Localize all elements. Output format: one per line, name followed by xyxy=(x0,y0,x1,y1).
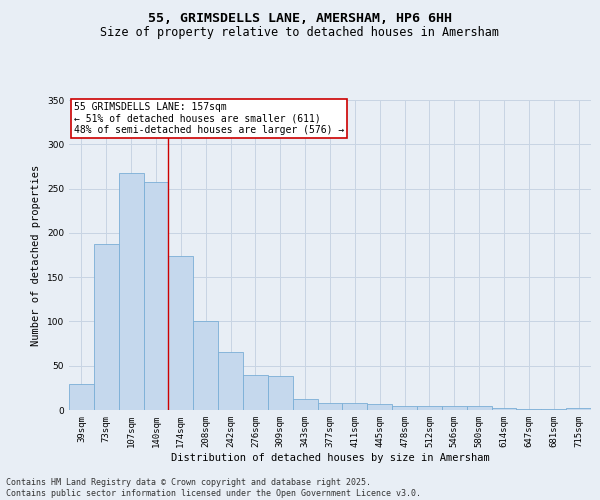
Bar xyxy=(317,403,343,410)
Bar xyxy=(417,406,442,410)
Bar xyxy=(143,182,169,410)
Text: Size of property relative to detached houses in Amersham: Size of property relative to detached ho… xyxy=(101,26,499,39)
Bar xyxy=(566,408,591,410)
Bar xyxy=(517,409,541,410)
Y-axis label: Number of detached properties: Number of detached properties xyxy=(31,164,41,346)
Bar xyxy=(293,400,317,410)
Bar xyxy=(69,384,94,410)
Bar xyxy=(491,408,517,410)
Bar xyxy=(94,244,119,410)
Bar xyxy=(193,322,218,410)
Bar xyxy=(218,352,243,410)
Text: 55, GRIMSDELLS LANE, AMERSHAM, HP6 6HH: 55, GRIMSDELLS LANE, AMERSHAM, HP6 6HH xyxy=(148,12,452,26)
Text: Contains HM Land Registry data © Crown copyright and database right 2025.
Contai: Contains HM Land Registry data © Crown c… xyxy=(6,478,421,498)
Bar xyxy=(169,256,193,410)
Bar xyxy=(541,409,566,410)
Text: 55 GRIMSDELLS LANE: 157sqm
← 51% of detached houses are smaller (611)
48% of sem: 55 GRIMSDELLS LANE: 157sqm ← 51% of deta… xyxy=(74,102,344,134)
Bar xyxy=(467,406,491,410)
Bar xyxy=(442,406,467,410)
Bar xyxy=(243,374,268,410)
X-axis label: Distribution of detached houses by size in Amersham: Distribution of detached houses by size … xyxy=(170,452,490,462)
Bar xyxy=(367,404,392,410)
Bar xyxy=(119,172,143,410)
Bar xyxy=(392,406,417,410)
Bar xyxy=(343,403,367,410)
Bar xyxy=(268,376,293,410)
